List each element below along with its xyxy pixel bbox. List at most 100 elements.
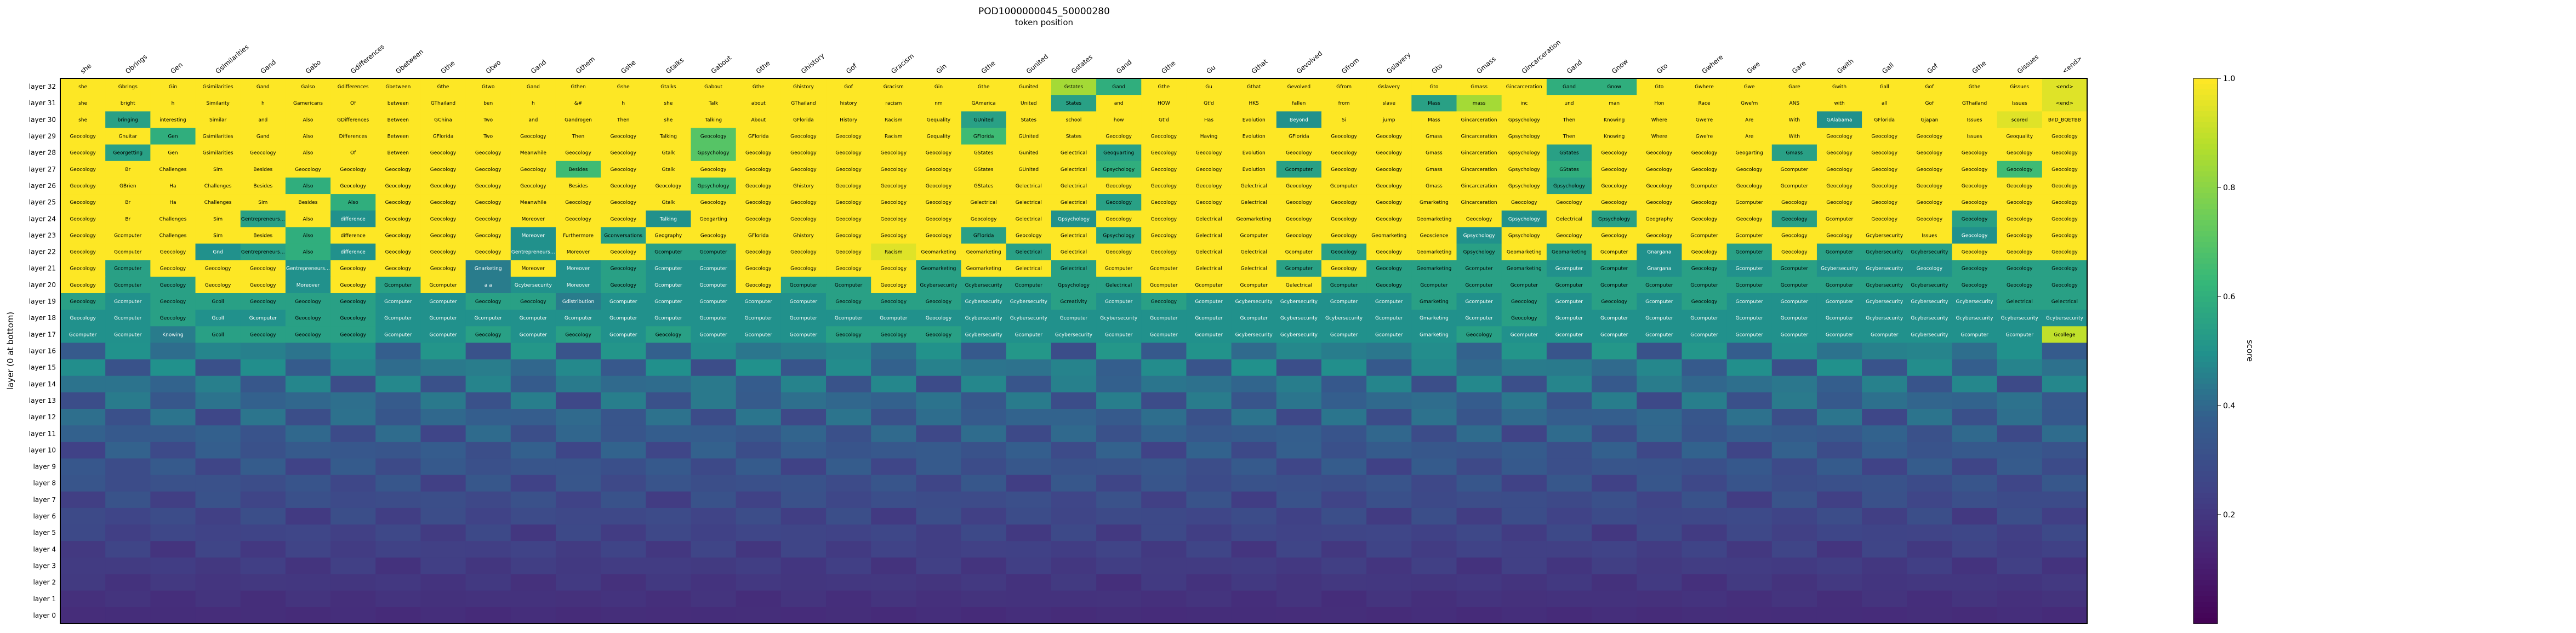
heatmap-cell [1682, 359, 1728, 377]
heatmap-cell [871, 475, 916, 492]
heatmap-cell [1726, 590, 1773, 608]
colorbar-segment [2193, 602, 2218, 608]
heatmap-cell [826, 260, 871, 277]
heatmap-cell [1321, 590, 1367, 608]
cell-label: Geocology [1151, 216, 1177, 222]
colorbar-segment [2193, 171, 2218, 177]
heatmap-cell [1907, 524, 1952, 541]
heatmap-cell [1366, 111, 1412, 128]
heatmap-cell [961, 392, 1007, 409]
heatmap-cell [1997, 310, 2043, 327]
cell-label: Moreover [522, 266, 545, 272]
heatmap-cell [1726, 392, 1773, 409]
heatmap-cell [2042, 95, 2088, 112]
y-tick-label: layer 18 [29, 314, 56, 322]
heatmap-cell [330, 507, 376, 525]
cell-label: Gcybersecurity [965, 283, 1003, 288]
heatmap-cell [1501, 475, 1547, 492]
heatmap-cell [736, 442, 782, 459]
cell-label: Gcomputer [1781, 167, 1809, 173]
heatmap-cell [1006, 276, 1052, 294]
cell-label: Also [303, 117, 314, 123]
heatmap-cell [1186, 128, 1232, 145]
heatmap-cell [1006, 507, 1052, 525]
heatmap-cell [150, 144, 196, 162]
heatmap-cell [1321, 260, 1367, 277]
heatmap-cell [60, 458, 106, 476]
heatmap-cell [195, 161, 241, 178]
heatmap-cell [1456, 458, 1502, 476]
heatmap-cell [1231, 326, 1277, 343]
heatmap-cell [826, 161, 871, 178]
heatmap-cell [1546, 95, 1592, 112]
heatmap-cell [1321, 161, 1367, 178]
cell-label: Geocology [1105, 134, 1132, 140]
heatmap-cell [1321, 557, 1367, 575]
heatmap-cell [1186, 590, 1232, 608]
heatmap-cell [736, 507, 782, 525]
cell-label: Geomarketing [1236, 216, 1272, 222]
cell-label: Gthat [1247, 84, 1261, 90]
heatmap-cell [2042, 557, 2088, 575]
heatmap-cell [555, 128, 601, 145]
heatmap-cell [1321, 458, 1367, 476]
heatmap-cell [1411, 177, 1457, 195]
heatmap-cell [510, 243, 556, 261]
cell-label: inc [1520, 101, 1528, 106]
heatmap-cell [1592, 524, 1637, 541]
heatmap-cell [1816, 375, 1862, 393]
cell-label: Geocology [790, 167, 817, 173]
heatmap-cell [105, 310, 151, 327]
heatmap-cell [195, 343, 241, 360]
cell-label: Gcybersecurity [920, 283, 958, 288]
cell-label: Geocology [2051, 233, 2078, 238]
heatmap-cell [736, 590, 782, 608]
heatmap-cell [420, 227, 466, 244]
cell-label: Geocology [1601, 167, 1627, 173]
heatmap-cell [1006, 343, 1052, 360]
cell-label: Geocology [881, 283, 907, 288]
heatmap-cell [510, 590, 556, 608]
cell-label: Mass [1428, 117, 1440, 123]
cell-label: Gcomputer [1105, 266, 1133, 272]
heatmap-cell [195, 425, 241, 442]
heatmap-cell [285, 128, 331, 145]
x-tick-label: Gthe [1970, 59, 1987, 75]
y-tick-label: layer 25 [29, 198, 56, 206]
heatmap-cell [961, 326, 1007, 343]
heatmap-cell [916, 409, 962, 426]
heatmap-cell [1907, 260, 1952, 277]
heatmap-cell [240, 276, 286, 294]
heatmap-cell [1366, 409, 1412, 426]
heatmap-cell [60, 409, 106, 426]
heatmap-cell [375, 425, 421, 442]
cell-label: Geomarketing [921, 250, 956, 255]
heatmap-cell [1907, 541, 1952, 558]
x-tick-label: <end> [2061, 54, 2084, 75]
heatmap-cell [1501, 310, 1547, 327]
cell-label: Gcomputer [1690, 233, 1718, 238]
heatmap-cell [420, 243, 466, 261]
heatmap-cell [1682, 590, 1728, 608]
heatmap-cell [240, 111, 286, 128]
heatmap-cell [1411, 392, 1457, 409]
cell-label: Gentrepreneurs… [241, 250, 285, 255]
cell-label: Geocology [881, 266, 907, 272]
heatmap-cell [1456, 557, 1502, 575]
heatmap-cell [1682, 177, 1728, 195]
colorbar-segment [2193, 498, 2218, 504]
cell-label: h [172, 101, 175, 106]
cell-label: Gelectrical [1061, 184, 1087, 189]
cell-label: Gcomputer [1330, 299, 1358, 305]
cell-label: Gcomputer [1735, 233, 1763, 238]
heatmap-cell [1682, 194, 1728, 211]
heatmap-cell [465, 524, 511, 541]
colorbar-segment [2193, 116, 2218, 123]
heatmap-cell [1907, 425, 1952, 442]
cell-label: Geocology [160, 316, 186, 321]
heatmap-cell [1006, 227, 1052, 244]
cell-label: Gjapan [1920, 117, 1938, 123]
heatmap-cell [1231, 194, 1277, 211]
heatmap-cell [691, 557, 737, 575]
heatmap-cell [736, 144, 782, 162]
